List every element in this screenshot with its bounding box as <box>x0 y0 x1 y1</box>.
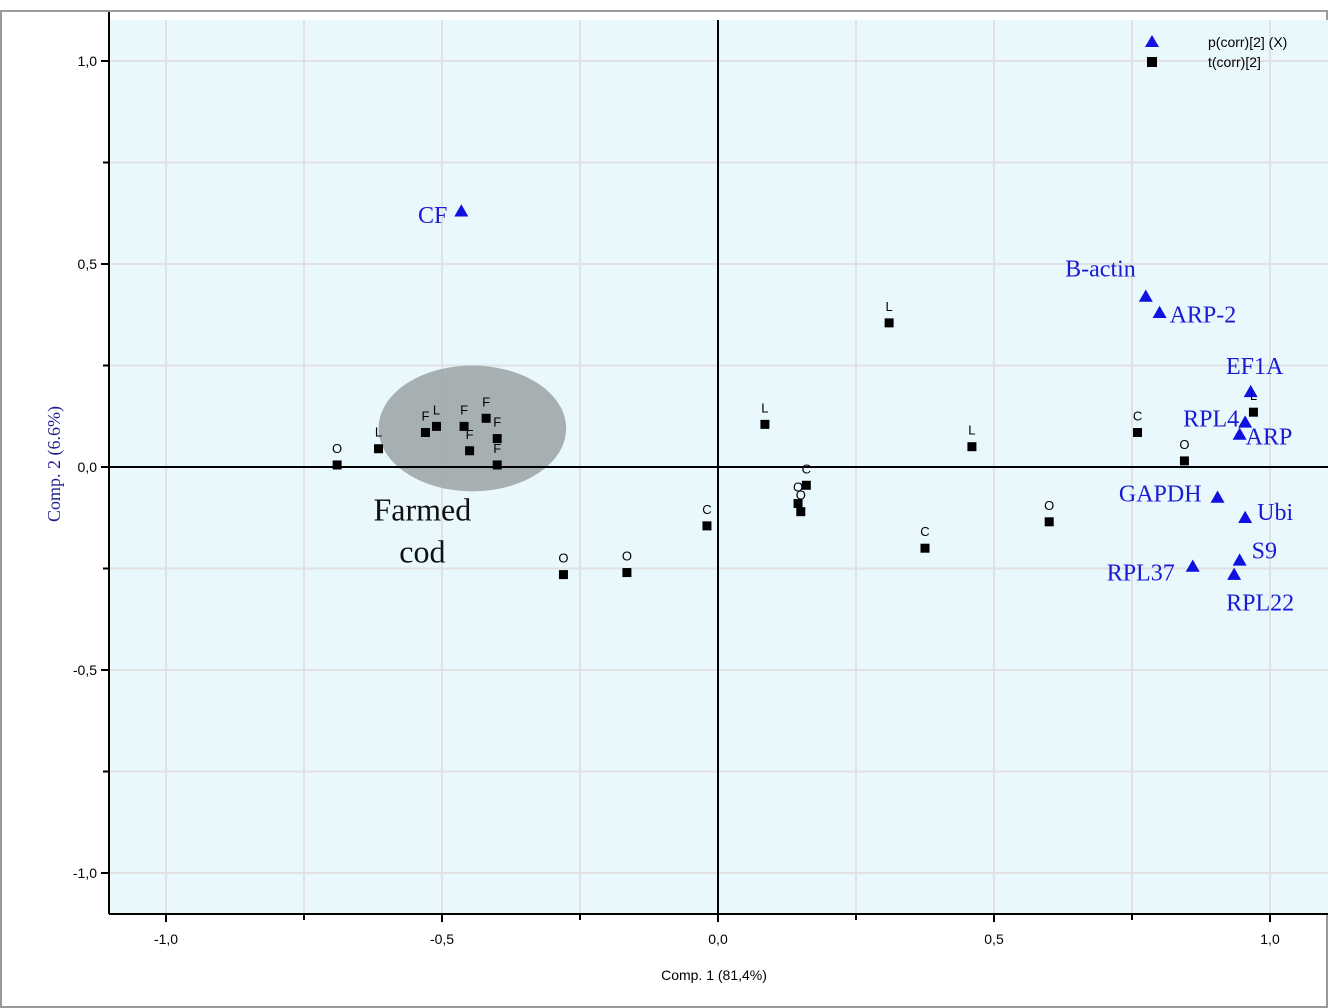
score-label: F <box>421 408 429 423</box>
score-point <box>374 444 384 454</box>
score-point <box>558 570 568 580</box>
y-tick-label: 0,5 <box>78 256 98 272</box>
zero-lines <box>109 20 1328 914</box>
score-point <box>1133 427 1143 437</box>
score-point <box>801 480 811 490</box>
score-label: O <box>793 480 803 495</box>
score-point <box>622 568 632 578</box>
score-point <box>459 421 469 431</box>
score-point <box>492 434 502 444</box>
score-point <box>967 442 977 452</box>
legend-triangle-icon <box>1145 35 1159 47</box>
loading-label-gapdh: GAPDH <box>1119 481 1202 507</box>
score-label: O <box>1044 498 1054 513</box>
score-label: F <box>460 402 468 417</box>
loading-label-cf: CF <box>418 203 447 229</box>
score-point <box>431 421 441 431</box>
score-point <box>884 318 894 328</box>
x-tick-label: -0,5 <box>430 931 454 947</box>
score-label: C <box>1133 408 1142 423</box>
loading-point-b-actin <box>1138 289 1153 302</box>
score-label: L <box>1250 388 1257 403</box>
loading-point-s9 <box>1232 553 1247 566</box>
score-point <box>1248 407 1258 417</box>
score-label: O <box>622 549 632 564</box>
loading-point-gapdh <box>1210 490 1225 503</box>
score-point <box>796 507 806 517</box>
loading-point-rpl4 <box>1238 415 1253 428</box>
score-label: O <box>796 488 806 503</box>
score-point <box>492 460 502 470</box>
plot-area: -1,0 -0,5 0,0 0,5 1,01,00,50,0-0,5-1,0 CFB-a… <box>73 12 1328 947</box>
score-label: F <box>466 427 474 442</box>
y-tick-label: -1,0 <box>73 865 97 881</box>
loading-label-rpl37: RPL37 <box>1107 560 1175 586</box>
legend-square-icon <box>1147 57 1157 67</box>
score-label: O <box>558 551 568 566</box>
score-label: O <box>1179 437 1189 452</box>
loading-point-rpl22 <box>1227 567 1242 580</box>
chart-marks: CFB-actinARP-2EF1ARPL4ARPGAPDHUbiS9RPL37… <box>332 203 1294 616</box>
axes: -1,0 -0,5 0,0 0,5 1,0 1,0 0,5 0,0 -0,5 -1,0 <box>73 12 1328 947</box>
loading-point-ubi <box>1238 510 1253 523</box>
loading-label-b-actin: B-actin <box>1065 256 1136 282</box>
legend-label-scores: t(corr)[2] <box>1208 54 1261 70</box>
score-label: L <box>886 299 893 314</box>
score-label: F <box>493 415 501 430</box>
loading-label-ubi: Ubi <box>1257 500 1293 526</box>
score-label: C <box>802 461 811 476</box>
score-point <box>465 446 475 456</box>
loading-point-arp <box>1232 427 1247 440</box>
score-label: F <box>493 441 501 456</box>
loading-point-ef1a <box>1243 384 1258 398</box>
x-axis-title: Comp. 1 (81,4%) <box>661 967 767 983</box>
loading-label-arp: ARP <box>1246 425 1293 451</box>
loading-point-rpl37 <box>1185 559 1200 572</box>
annotation-text: Farmed <box>373 491 471 527</box>
loading-point-arp-2 <box>1152 305 1167 318</box>
legend: p(corr)[2] (X) t(corr)[2] <box>1145 34 1287 70</box>
score-point <box>481 413 491 423</box>
x-tick-label: 0,0 <box>708 931 728 947</box>
loading-label-rpl4: RPL4 <box>1183 406 1239 432</box>
legend-label-loadings: p(corr)[2] (X) <box>1208 34 1287 50</box>
loading-label-arp-2: ARP-2 <box>1170 303 1237 329</box>
score-label: L <box>761 400 768 415</box>
score-label: L <box>375 425 382 440</box>
y-tick-label: 1,0 <box>78 53 98 69</box>
loading-point-cf <box>454 204 469 217</box>
score-point <box>920 543 930 553</box>
y-tick-label: 0,0 <box>78 459 98 475</box>
score-point <box>1044 517 1054 527</box>
score-point <box>1179 456 1189 466</box>
loading-label-rpl22: RPL22 <box>1226 591 1294 617</box>
score-label: F <box>482 394 490 409</box>
score-label: L <box>433 402 440 417</box>
loading-label-ef1a: EF1A <box>1226 354 1284 380</box>
score-point <box>760 419 770 429</box>
farmed-cod-ellipse-layer <box>378 365 567 492</box>
score-label: C <box>920 524 929 539</box>
score-point <box>702 521 712 531</box>
x-tick-label: -1,0 <box>154 931 178 947</box>
y-axis-title: Comp. 2 (6.6%) <box>44 406 65 522</box>
score-label: L <box>968 423 975 438</box>
x-tick-label: 0,5 <box>984 931 1004 947</box>
annotation-text: cod <box>399 533 445 569</box>
score-point <box>332 460 342 470</box>
loading-label-s9: S9 <box>1252 538 1277 564</box>
score-point <box>420 427 430 437</box>
farmed-cod-ellipse <box>378 365 567 492</box>
x-tick-label: 1,0 <box>1260 931 1280 947</box>
y-tick-label: -0,5 <box>73 662 97 678</box>
score-label: C <box>702 502 711 517</box>
score-point <box>793 499 803 509</box>
score-label: O <box>332 441 342 456</box>
